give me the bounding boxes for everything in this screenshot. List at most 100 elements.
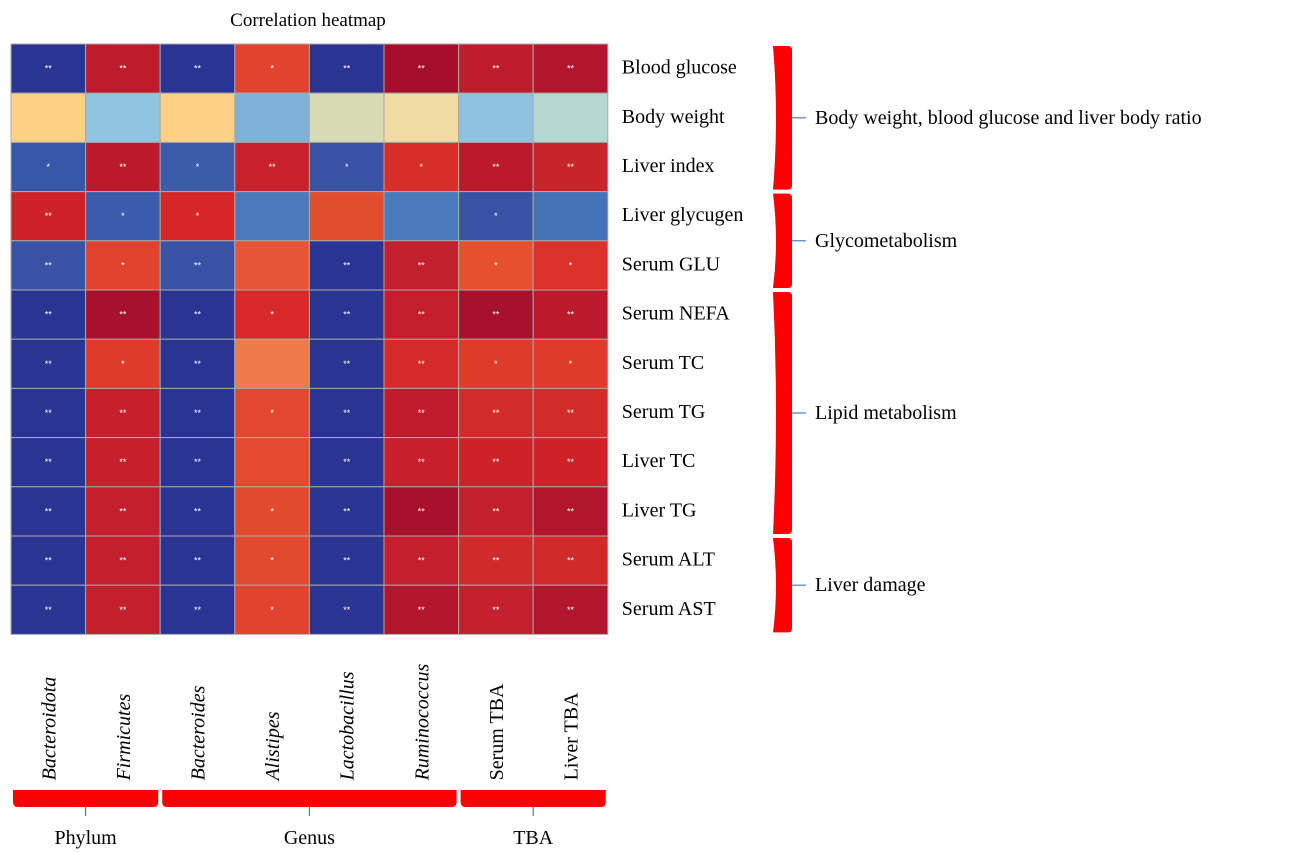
heatmap-cell-serum-alt-bacteroidota <box>10 535 87 586</box>
heatmap-cell-serum-nefa-alistipes <box>234 289 310 340</box>
significance-mark: ** <box>567 310 575 320</box>
chart-title: Correlation heatmap <box>230 10 386 31</box>
heatmap-cell-serum-glu-firmicutes <box>85 240 161 291</box>
heatmap-cell-liver-tg-liver-tba <box>532 486 609 537</box>
significance-mark: ** <box>45 408 53 418</box>
row-label-liver-tg: Liver TG <box>622 499 697 521</box>
heatmap-cell-liver-tc-bacteroidota <box>10 437 87 488</box>
significance-mark: ** <box>418 408 426 418</box>
significance-mark: ** <box>119 162 127 172</box>
heatmap-cell-serum-alt-firmicutes <box>85 535 161 586</box>
row-label-serum-glu: Serum GLU <box>622 253 721 275</box>
heatmap-cell-body-weight-alistipes <box>234 92 310 143</box>
row-group-bracket <box>773 292 792 534</box>
significance-mark: * <box>569 359 573 369</box>
heatmap-cell-blood-glucose-bacteroides <box>159 43 236 94</box>
heatmap-cell-serum-tc-bacteroidota <box>10 338 87 389</box>
row-label-serum-alt: Serum ALT <box>622 549 715 571</box>
heatmap-cell-serum-tg-bacteroides <box>159 387 236 439</box>
significance-mark: ** <box>343 359 351 369</box>
significance-mark: * <box>569 260 573 270</box>
significance-mark: ** <box>194 310 202 320</box>
column-group-label-phylum: Phylum <box>54 827 117 849</box>
row-label-serum-tc: Serum TC <box>622 352 704 374</box>
heatmap-cell-serum-ast-liver-tba <box>532 584 609 635</box>
heatmap-cells: ** ** ** * ** ** ** *** ** * ** * * ** **** * * *** * ** ** *… <box>10 43 609 635</box>
heatmap-cell-liver-tg-alistipes <box>234 486 310 537</box>
significance-mark: ** <box>418 359 426 369</box>
column-label-bacteroides: Bacteroides <box>188 685 210 780</box>
row-label-serum-nefa: Serum NEFA <box>622 303 731 325</box>
heatmap-cell-serum-ast-alistipes <box>234 584 310 635</box>
heatmap-cell-serum-tg-ruminococcus <box>383 387 460 439</box>
significance-mark: ** <box>343 457 351 467</box>
significance-mark: ** <box>45 506 53 516</box>
heatmap-cell-serum-glu-alistipes <box>234 240 310 291</box>
heatmap-cell-serum-ast-bacteroides <box>159 584 236 635</box>
heatmap-cell-serum-tc-alistipes <box>234 338 310 389</box>
significance-mark: * <box>494 359 498 369</box>
significance-mark: ** <box>492 64 500 74</box>
significance-mark: ** <box>567 506 575 516</box>
significance-mark: ** <box>492 162 500 172</box>
significance-mark: ** <box>343 408 351 418</box>
significance-mark: * <box>270 556 274 566</box>
heatmap-cell-serum-tg-bacteroidota <box>10 387 87 439</box>
heatmap-cell-serum-glu-liver-tba <box>532 240 609 291</box>
column-labels: Bacteroidota Firmicutes Bacteroides Alistip… <box>38 664 582 783</box>
significance-mark: ** <box>418 605 426 615</box>
column-label-serum-tba: Serum TBA <box>486 683 508 780</box>
row-label-blood-glucose: Blood glucose <box>622 57 737 79</box>
heatmap-cell-serum-tg-alistipes <box>234 387 310 439</box>
significance-mark: * <box>196 211 200 221</box>
heatmap-cell-serum-alt-serum-tba <box>458 535 534 586</box>
row-labels: Blood glucose Body weight Liver index Liver… <box>622 57 744 620</box>
column-label-firmicutes: Firmicutes <box>113 694 135 782</box>
heatmap-cell-serum-glu-bacteroidota <box>10 240 87 291</box>
heatmap-cell-body-weight-firmicutes <box>85 92 161 143</box>
heatmap-cell-liver-glycugen-bacteroidota <box>10 191 87 242</box>
heatmap-cell-serum-tc-ruminococcus <box>383 338 460 389</box>
column-label-ruminococcus: Ruminococcus <box>411 664 433 782</box>
heatmap-cell-liver-tg-serum-tba <box>458 486 534 537</box>
significance-mark: ** <box>194 408 202 418</box>
significance-mark: ** <box>492 457 500 467</box>
heatmap-cell-serum-alt-alistipes <box>234 535 310 586</box>
row-label-liver-index: Liver index <box>622 155 715 177</box>
significance-mark: * <box>270 310 274 320</box>
significance-mark: ** <box>492 506 500 516</box>
row-label-body-weight: Body weight <box>622 106 725 128</box>
heatmap-cell-body-weight-serum-tba <box>458 92 534 143</box>
significance-mark: ** <box>492 556 500 566</box>
significance-mark: * <box>47 162 51 172</box>
heatmap-cell-serum-alt-bacteroides <box>159 535 236 586</box>
heatmap-cell-liver-glycugen-serum-tba <box>458 191 534 242</box>
heatmap-cell-blood-glucose-liver-tba <box>532 43 609 94</box>
significance-mark: ** <box>418 556 426 566</box>
heatmap-cell-liver-index-liver-tba <box>532 141 609 193</box>
row-group-brackets: Body weight, blood glucose and liver bod… <box>773 46 1202 633</box>
significance-mark: * <box>270 408 274 418</box>
heatmap-cell-liver-index-alistipes <box>234 141 310 193</box>
significance-mark: ** <box>343 506 351 516</box>
significance-mark: * <box>270 64 274 74</box>
significance-mark: ** <box>119 64 127 74</box>
significance-mark: ** <box>194 359 202 369</box>
significance-mark: ** <box>492 310 500 320</box>
significance-mark: * <box>420 162 424 172</box>
heatmap-cell-liver-glycugen-alistipes <box>234 191 310 242</box>
heatmap-cell-body-weight-lactobacillus <box>308 92 385 143</box>
row-label-serum-ast: Serum AST <box>622 598 716 620</box>
column-group-brackets: Phylum Genus TBA <box>13 790 606 849</box>
significance-mark: ** <box>567 408 575 418</box>
significance-mark: ** <box>194 64 202 74</box>
significance-mark: ** <box>194 605 202 615</box>
heatmap-cell-liver-index-ruminococcus <box>383 141 460 193</box>
significance-mark: ** <box>418 310 426 320</box>
significance-mark: ** <box>418 64 426 74</box>
column-group-bracket <box>460 790 606 807</box>
heatmap-cell-liver-glycugen-ruminococcus <box>383 191 460 242</box>
significance-mark: ** <box>119 605 127 615</box>
heatmap-cell-blood-glucose-ruminococcus <box>383 43 460 94</box>
